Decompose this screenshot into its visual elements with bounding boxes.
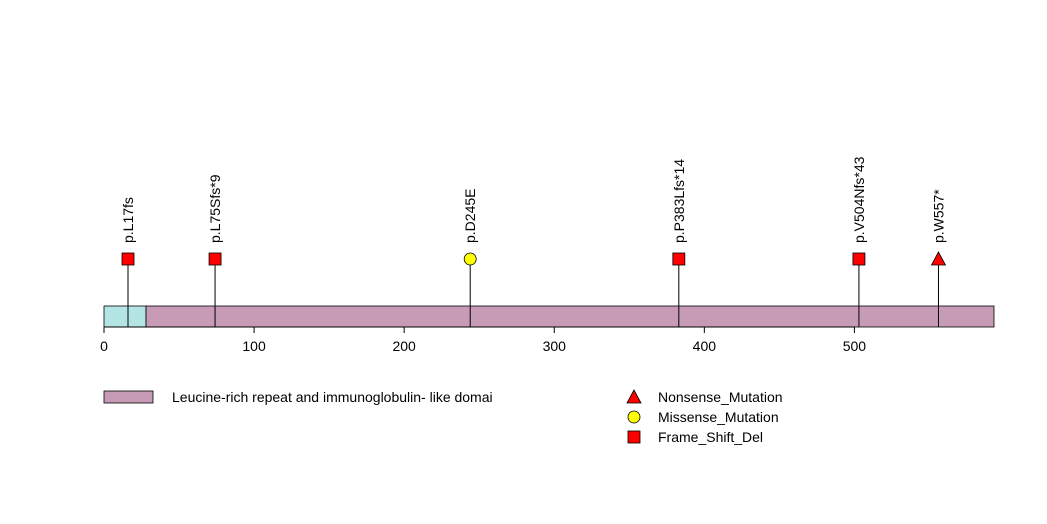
x-tick-label: 300 xyxy=(543,338,567,354)
region-0 xyxy=(103,305,147,328)
mutation-label: p.L17fs xyxy=(120,197,136,243)
x-tick-label: 200 xyxy=(392,338,416,354)
legend-mutation-label: Nonsense_Mutation xyxy=(658,389,783,405)
mutation-label: p.L75Sfs*9 xyxy=(207,174,223,243)
legend: Leucine-rich repeat and immunoglobulin- … xyxy=(103,389,783,445)
legend-marker-circle xyxy=(627,410,641,424)
mutation-marker xyxy=(121,252,135,266)
x-tick-label: 400 xyxy=(693,338,717,354)
mutation-markers: p.L17fs p.L75Sfs*9 p.D245E p.P383Lfs*14 p.V5… xyxy=(120,156,946,327)
legend-marker-square xyxy=(627,430,641,444)
mutation-label: p.V504Nfs*43 xyxy=(851,156,867,243)
x-tick-label: 0 xyxy=(100,338,108,354)
x-tick-label: 500 xyxy=(843,338,867,354)
legend-domain-swatch xyxy=(103,390,154,404)
mutation-marker xyxy=(463,252,477,266)
mutation-marker xyxy=(852,252,866,266)
mutation-marker xyxy=(672,252,686,266)
region-1 xyxy=(145,305,995,328)
legend-mutation-label: Frame_Shift_Del xyxy=(658,429,763,445)
mutation-marker xyxy=(208,252,222,266)
legend-domain-label: Leucine-rich repeat and immunoglobulin- … xyxy=(172,389,493,405)
legend-mutation-label: Missense_Mutation xyxy=(658,409,779,425)
legend-marker-triangle xyxy=(626,389,642,404)
protein-regions xyxy=(103,305,995,328)
mutation-label: p.W557* xyxy=(930,189,946,243)
x-tick-label: 100 xyxy=(242,338,266,354)
mutation-label: p.P383Lfs*14 xyxy=(671,159,687,243)
mutation-marker xyxy=(930,251,947,266)
mutation-label: p.D245E xyxy=(462,189,478,243)
x-axis: 0 100 200 300 400 500 xyxy=(100,326,867,354)
